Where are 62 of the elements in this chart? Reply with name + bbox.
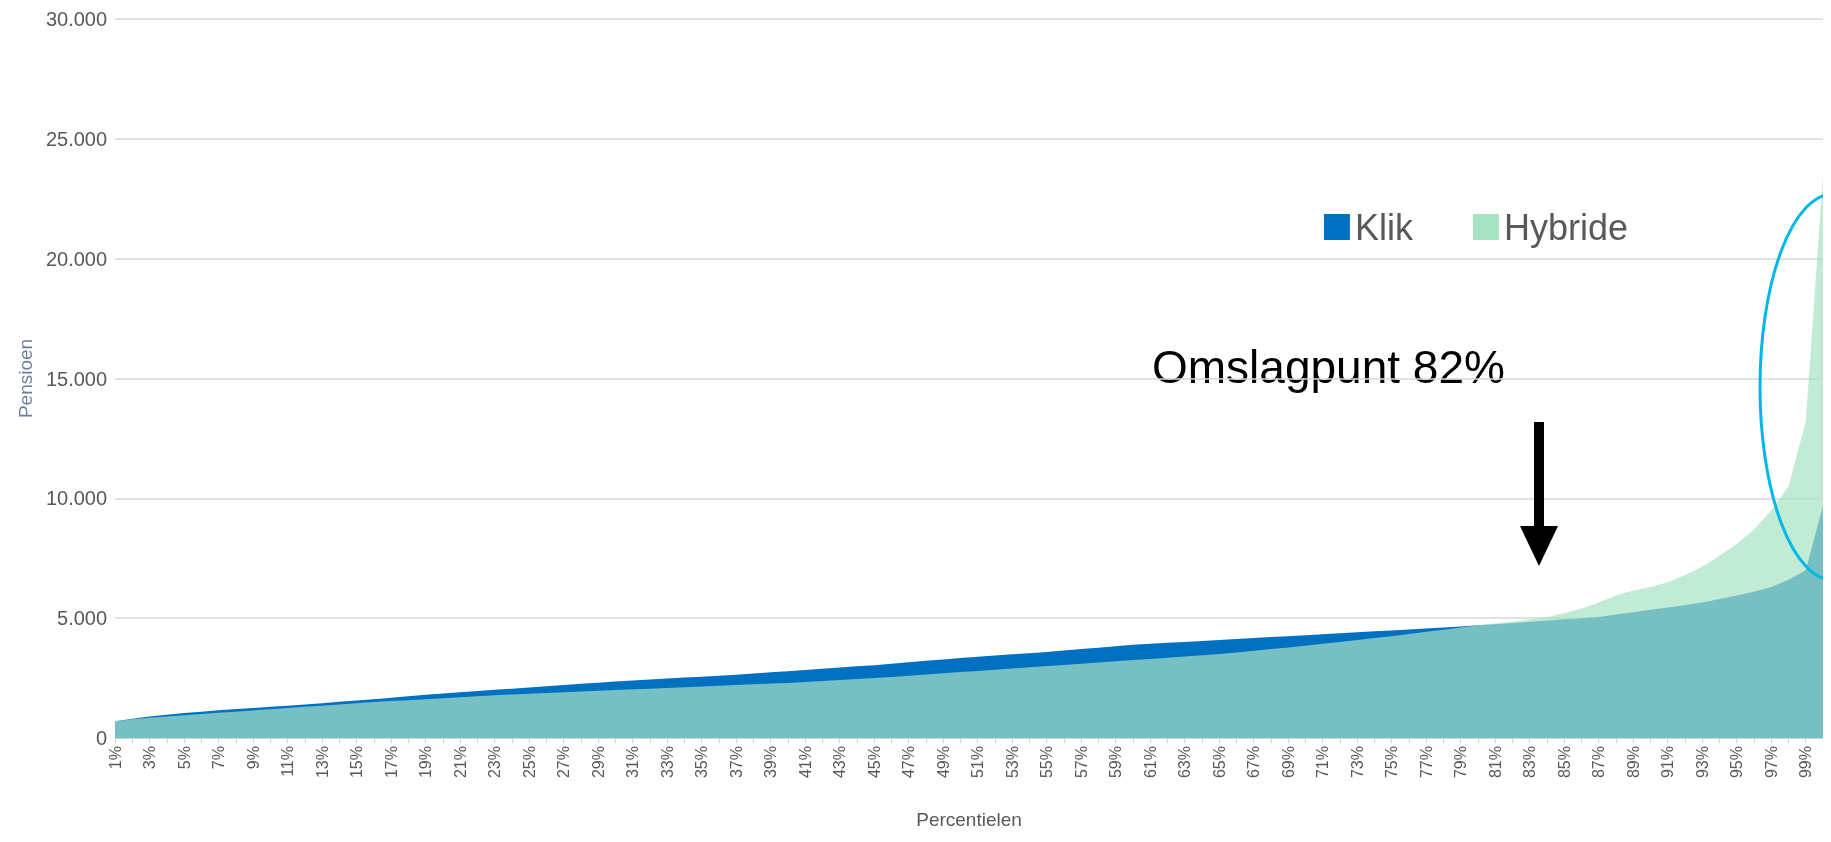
y-tick-label: 30.000 (45, 8, 108, 30)
x-tick-label: 7% (210, 746, 228, 770)
x-tick-label: 57% (1072, 746, 1090, 779)
x-tick-label: 43% (831, 746, 849, 779)
x-axis-title: Percentielen (916, 809, 1022, 830)
x-tick-label: 83% (1521, 746, 1539, 779)
x-tick-label: 61% (1141, 746, 1159, 779)
y-axis-title: Pensioen (15, 338, 36, 419)
annotation: Omslagpunt 82% (1152, 341, 1505, 393)
x-tick-label: 49% (934, 746, 952, 779)
x-tick-label: 11% (279, 746, 297, 777)
x-tick-label: 23% (486, 746, 504, 779)
x-tick-label: 77% (1417, 746, 1435, 779)
x-tick-label: 25% (520, 746, 538, 779)
x-tick-label: 85% (1555, 746, 1573, 779)
x-tick-label: 5% (175, 746, 193, 770)
x-tick-label: 87% (1590, 746, 1608, 779)
x-tick-label: 29% (589, 746, 607, 779)
x-tick-label: 71% (1314, 746, 1332, 779)
y-tick-label: 25.000 (45, 127, 108, 150)
x-tick-label: 69% (1279, 746, 1297, 779)
x-tick-label: 75% (1383, 746, 1401, 779)
x-tick-label: 55% (1038, 746, 1056, 779)
x-tick-label: 17% (382, 746, 400, 779)
x-tick-label: 51% (969, 746, 987, 779)
legend-label: Hybride (1503, 206, 1629, 248)
legend-label: Klik (1354, 206, 1414, 248)
x-tick-label: 53% (1003, 746, 1021, 779)
x-tick-label: 21% (451, 746, 469, 779)
x-tick-label: 63% (1176, 746, 1194, 779)
x-tick-label: 27% (555, 746, 573, 779)
x-tick-label: 89% (1624, 746, 1642, 779)
x-tick-label: 95% (1728, 746, 1746, 779)
y-tick-label: 20.000 (45, 247, 108, 270)
x-tick-label: 15% (348, 746, 366, 779)
x-tick-label: 41% (796, 746, 814, 779)
x-tick-label: 45% (865, 746, 883, 779)
x-tick-label: 73% (1348, 746, 1366, 779)
x-tick-label: 9% (244, 746, 262, 770)
x-tick-label: 19% (417, 746, 435, 779)
x-tick-label: 13% (313, 746, 331, 779)
x-tick-label: 59% (1107, 746, 1125, 779)
x-tick-label: 33% (658, 746, 676, 779)
x-tick-label: 1% (106, 746, 124, 770)
x-tick-label: 99% (1797, 746, 1815, 779)
x-tick-label: 97% (1762, 746, 1780, 779)
x-tick-label: 47% (900, 746, 918, 779)
y-tick-label: 15.000 (45, 367, 108, 390)
x-tick-label: 65% (1210, 746, 1228, 779)
x-tick-label: 37% (727, 746, 745, 779)
y-tick-label: 5.000 (57, 607, 108, 630)
y-tick-label: 10.000 (45, 487, 108, 510)
x-tick-label: 31% (624, 746, 642, 779)
x-tick-label: 81% (1486, 746, 1504, 779)
x-tick-label: 3% (141, 746, 159, 770)
x-tick-label: 67% (1245, 746, 1263, 779)
x-tick-label: 39% (762, 746, 780, 779)
x-tick-label: 91% (1659, 746, 1677, 779)
x-tick-label: 93% (1693, 746, 1711, 779)
x-tick-label: 79% (1452, 746, 1470, 779)
x-tick-label: 35% (693, 746, 711, 779)
y-tick-label: 0 (95, 727, 108, 749)
